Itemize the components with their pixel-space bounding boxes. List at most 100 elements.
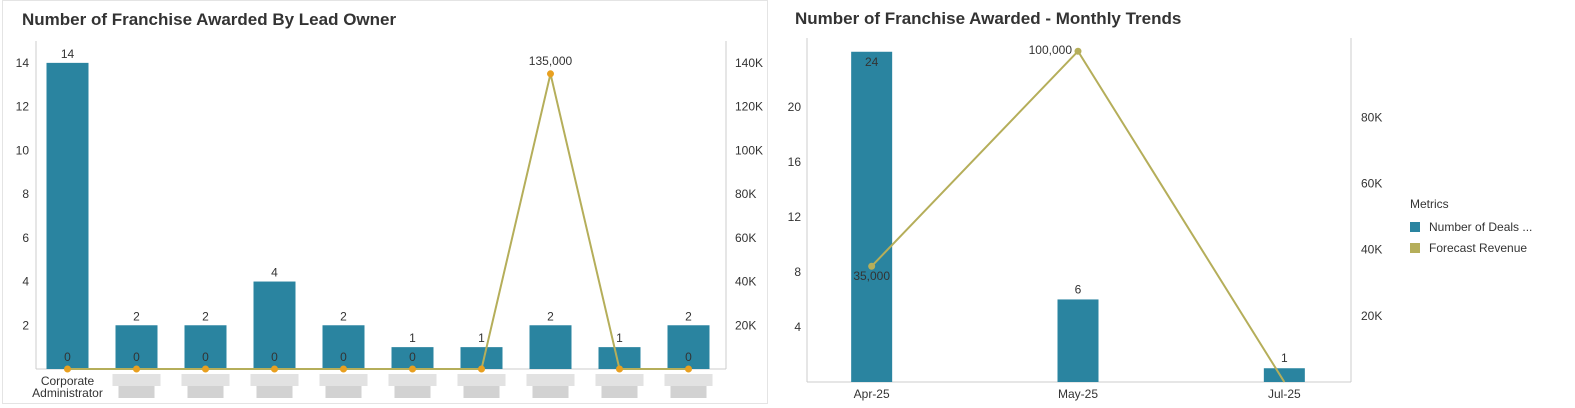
legend-label-deals: Number of Deals ...	[1429, 220, 1533, 234]
y-left-tick-label: 14	[16, 56, 30, 70]
revenue-point	[202, 365, 209, 373]
bar-value-label: 2	[685, 309, 692, 323]
y-left-tick-label: 20	[788, 100, 802, 114]
obscured-label-block	[601, 386, 638, 398]
x-category-label: May-25	[1058, 387, 1098, 401]
revenue-value-label: 100,000	[1029, 43, 1073, 57]
revenue-value-label: 0	[685, 350, 692, 364]
obscured-label-block	[670, 386, 707, 398]
legend-title: Metrics	[1410, 197, 1449, 211]
obscured-label-block	[394, 386, 431, 398]
y-right-tick-label: 80K	[1361, 110, 1382, 124]
revenue-point	[340, 365, 347, 373]
bar-value-label: 1	[409, 331, 416, 345]
bar	[598, 347, 641, 369]
revenue-value-label: 0	[271, 350, 278, 364]
y-right-tick-label: 20K	[1361, 309, 1382, 323]
bar	[184, 325, 227, 369]
y-right-tick-label: 60K	[735, 231, 756, 245]
right-chart-svg: 4 8 12 16 20 20K 40K 60K 80K 24 Apr-25 6 May-25 1 Jul-…	[788, 38, 1382, 401]
y-left-tick-label: 6	[22, 231, 29, 245]
revenue-point	[271, 365, 278, 373]
bar	[253, 281, 296, 369]
bar	[391, 347, 434, 369]
y-right-tick-label: 40K	[735, 275, 756, 289]
right-chart-panel: Number of Franchise Awarded - Monthly Tr…	[779, 0, 1575, 404]
obscured-label-block	[256, 386, 293, 398]
left-chart-title: Number of Franchise Awarded By Lead Owne…	[22, 10, 397, 29]
y-right-tick-label: 100K	[735, 143, 763, 157]
bar-value-label: 6	[1075, 282, 1082, 296]
x-category-label: Jul-25	[1268, 387, 1301, 401]
obscured-label-block	[664, 374, 713, 386]
revenue-value-label: 0	[202, 350, 209, 364]
revenue-value-label: 0	[133, 350, 140, 364]
x-category-label: Administrator	[32, 386, 103, 400]
y-right-tick-label: 60K	[1361, 177, 1382, 191]
bar	[1057, 299, 1099, 382]
revenue-line	[67, 73, 689, 370]
legend-label-revenue: Forecast Revenue	[1429, 241, 1528, 255]
revenue-value-label: 35,000	[853, 269, 890, 283]
revenue-value-label: 0	[409, 350, 416, 364]
revenue-value-label: 0	[340, 350, 347, 364]
bar-value-label: 4	[271, 266, 278, 280]
revenue-value-label: 135,000	[529, 54, 573, 68]
revenue-point	[547, 70, 554, 78]
revenue-point	[478, 365, 485, 373]
y-left-tick-label: 8	[794, 265, 801, 279]
bar-value-label: 2	[202, 309, 209, 323]
y-left-tick-label: 4	[22, 275, 29, 289]
obscured-label-block	[463, 386, 500, 398]
left-chart-panel: Number of Franchise Awarded By Lead Owne…	[2, 0, 768, 404]
y-left-tick-label: 2	[22, 318, 29, 332]
revenue-value-label: 0	[64, 350, 71, 364]
bar-value-label: 2	[340, 309, 347, 323]
x-category-label: Apr-25	[854, 387, 890, 401]
obscured-label-block	[319, 374, 368, 386]
legend-item-deals[interactable]: Number of Deals ...	[1410, 220, 1532, 234]
bar-value-label: 1	[616, 331, 623, 345]
y-left-tick-label: 12	[788, 210, 802, 224]
obscured-label-block	[112, 374, 161, 386]
y-left-tick-label: 16	[788, 155, 802, 169]
bar	[851, 51, 893, 382]
bar	[115, 325, 158, 369]
obscured-label-block	[532, 386, 569, 398]
legend-swatch-deals	[1410, 222, 1420, 232]
y-right-tick-label: 40K	[1361, 243, 1382, 257]
revenue-point	[868, 262, 876, 270]
obscured-label-block	[118, 386, 155, 398]
obscured-label-block	[250, 374, 299, 386]
legend-swatch-revenue	[1410, 243, 1420, 253]
revenue-point	[616, 365, 623, 373]
y-right-tick-label: 140K	[735, 56, 763, 70]
obscured-label-block	[388, 374, 437, 386]
bar	[322, 325, 365, 369]
y-left-tick-label: 12	[16, 100, 30, 114]
obscured-label-block	[187, 386, 224, 398]
revenue-point	[685, 365, 692, 373]
revenue-point	[409, 365, 416, 373]
bar-value-label: 2	[133, 309, 140, 323]
bar	[667, 325, 710, 369]
bar	[1263, 368, 1305, 382]
revenue-point	[1074, 47, 1082, 55]
bar-value-label: 1	[478, 331, 485, 345]
y-right-tick-label: 20K	[735, 318, 756, 332]
y-left-tick-label: 8	[22, 187, 29, 201]
bar-value-label: 24	[865, 55, 879, 69]
revenue-point	[64, 365, 71, 373]
bar-value-label: 1	[1281, 351, 1288, 365]
legend-item-revenue[interactable]: Forecast Revenue	[1410, 241, 1532, 255]
revenue-point	[133, 365, 140, 373]
bar-value-label: 2	[547, 309, 554, 323]
obscured-label-block	[181, 374, 230, 386]
bar	[460, 347, 503, 369]
bar	[46, 62, 89, 369]
x-category-label: Corporate	[41, 374, 95, 388]
bar	[529, 325, 572, 369]
chart-legend: Metrics Number of Deals ... Forecast Rev…	[1410, 197, 1532, 262]
obscured-label-block	[325, 386, 362, 398]
